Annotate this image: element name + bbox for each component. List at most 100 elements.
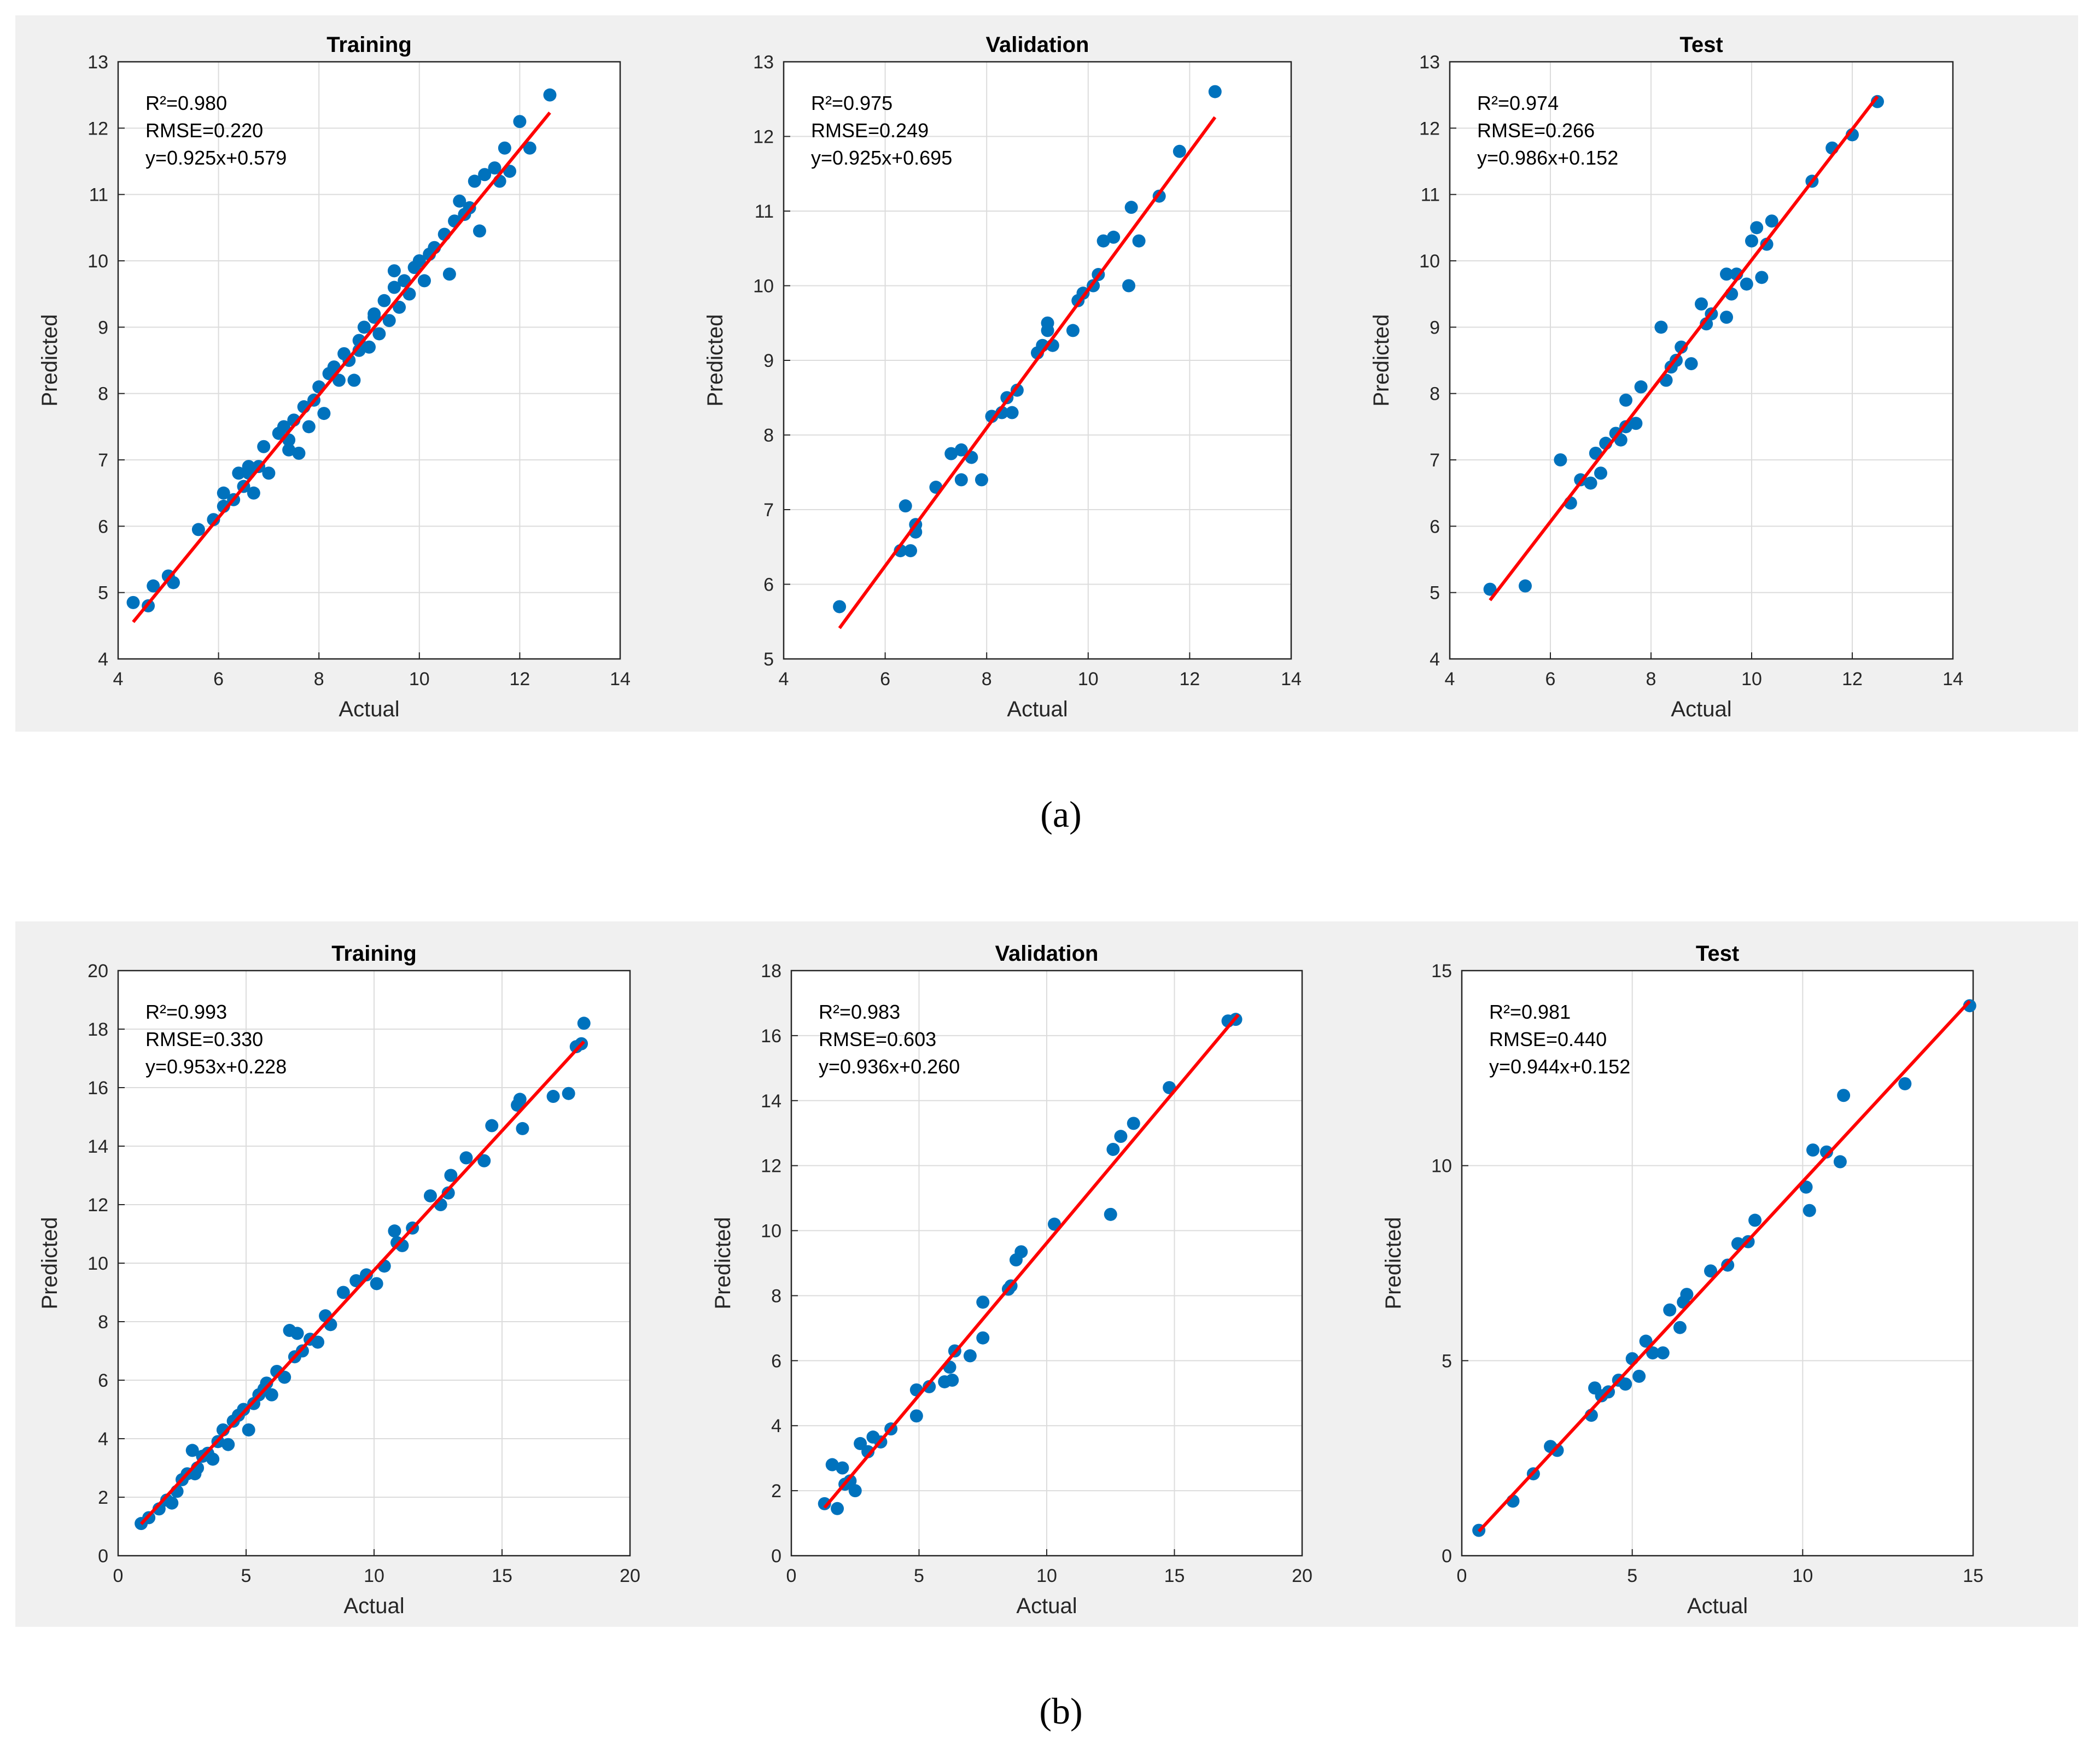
- x-axis-label: Actual: [1016, 1594, 1077, 1618]
- y-tick-label: 5: [98, 583, 108, 604]
- y-tick-label: 11: [89, 185, 108, 206]
- x-tick-label: 6: [1545, 669, 1556, 690]
- y-tick-label: 4: [98, 649, 108, 670]
- data-point: [848, 1484, 862, 1498]
- y-tick-label: 14: [761, 1091, 781, 1112]
- data-point: [1550, 1444, 1564, 1457]
- y-tick-label: 4: [1430, 649, 1440, 670]
- y-tick-label: 2: [771, 1481, 781, 1502]
- data-point: [976, 1331, 990, 1345]
- data-point: [1833, 1155, 1847, 1169]
- data-point: [1519, 579, 1532, 593]
- data-point: [357, 320, 371, 334]
- y-axis-label: Predicted: [38, 1217, 62, 1310]
- x-tick-label: 12: [1179, 669, 1200, 690]
- x-tick-label: 14: [1281, 669, 1302, 690]
- stat-annotation: y=0.944x+0.152: [1489, 1055, 1630, 1078]
- data-point: [498, 141, 511, 155]
- data-point: [1656, 1346, 1670, 1360]
- y-tick-label: 0: [98, 1546, 108, 1567]
- x-tick-label: 8: [314, 669, 324, 690]
- data-point: [513, 115, 527, 129]
- data-point: [1740, 277, 1753, 291]
- stat-annotation: RMSE=0.249: [811, 119, 929, 142]
- data-point: [909, 1409, 923, 1423]
- data-point: [317, 407, 331, 421]
- x-tick-label: 15: [1963, 1566, 1984, 1586]
- stat-annotation: y=0.925x+0.579: [145, 147, 287, 169]
- x-tick-label: 14: [610, 669, 631, 690]
- y-tick-label: 8: [98, 1312, 108, 1333]
- stat-annotation: R²=0.974: [1477, 92, 1559, 114]
- data-point: [1124, 201, 1138, 214]
- axes-frame: [1449, 61, 1954, 660]
- plot-area: [118, 62, 620, 659]
- x-tick-label: 10: [1792, 1566, 1813, 1586]
- data-point: [1673, 1321, 1687, 1334]
- stat-annotation: y=0.925x+0.695: [811, 147, 952, 169]
- data-point: [377, 294, 391, 307]
- data-point: [1745, 234, 1758, 248]
- data-point: [1106, 1142, 1120, 1156]
- data-point: [963, 1349, 977, 1363]
- data-point: [904, 544, 917, 558]
- y-axis-label: Predicted: [1381, 1217, 1405, 1310]
- data-point: [944, 447, 958, 460]
- data-point: [442, 267, 456, 281]
- data-point: [1819, 1145, 1833, 1159]
- data-point: [954, 473, 968, 487]
- data-point: [1646, 1346, 1660, 1360]
- fit-line: [1477, 1000, 1971, 1533]
- y-axis-label: Predicted: [1369, 314, 1393, 407]
- axes-frame: [790, 970, 1303, 1557]
- chart-title: Test: [1696, 942, 1739, 966]
- data-point: [562, 1087, 575, 1100]
- y-tick-label: 5: [1442, 1351, 1452, 1371]
- data-point: [1704, 1264, 1718, 1278]
- chart-title: Validation: [995, 942, 1099, 966]
- data-point: [336, 1286, 350, 1299]
- data-point: [577, 1017, 591, 1030]
- data-point: [207, 513, 220, 527]
- x-tick-label: 8: [982, 669, 992, 690]
- data-point: [1619, 1377, 1632, 1391]
- data-point: [217, 486, 230, 500]
- data-point: [387, 264, 401, 278]
- data-point: [290, 1327, 304, 1340]
- data-point: [1632, 1369, 1646, 1383]
- data-point: [833, 600, 847, 614]
- x-tick-label: 10: [1741, 669, 1762, 690]
- stat-annotation: R²=0.993: [145, 1001, 227, 1023]
- data-point: [332, 373, 346, 387]
- data-point: [1755, 271, 1769, 284]
- y-tick-label: 18: [88, 1019, 108, 1040]
- stat-annotation: y=0.936x+0.260: [819, 1055, 960, 1078]
- y-tick-label: 8: [98, 384, 108, 405]
- data-point: [237, 1403, 250, 1416]
- x-tick-label: 0: [786, 1566, 797, 1586]
- data-point: [1639, 1334, 1653, 1348]
- data-point: [546, 1090, 560, 1103]
- chart-b-test: 0 5 10 15 0 5 10 15 Test Actual Predicted R²=0.981 R…: [1381, 942, 1984, 1618]
- data-point: [478, 168, 492, 182]
- data-point: [485, 1119, 499, 1132]
- data-point: [1114, 1130, 1128, 1143]
- data-point: [165, 1496, 179, 1510]
- x-tick-label: 4: [779, 669, 789, 690]
- data-point: [472, 224, 486, 238]
- y-tick-label: 13: [1419, 52, 1440, 73]
- caption-a: (a): [1040, 793, 1081, 835]
- data-point: [1041, 316, 1054, 330]
- data-point: [1765, 214, 1778, 228]
- fit-line: [823, 1013, 1240, 1509]
- data-point: [1014, 1245, 1028, 1259]
- caption-b: (b): [1039, 1690, 1082, 1732]
- data-point: [352, 343, 366, 357]
- data-point: [946, 1374, 959, 1387]
- stat-annotation: RMSE=0.603: [819, 1028, 936, 1050]
- y-tick-label: 13: [88, 52, 108, 73]
- y-tick-label: 5: [1430, 583, 1440, 604]
- y-tick-label: 7: [763, 500, 774, 521]
- chart-title: Test: [1679, 33, 1723, 57]
